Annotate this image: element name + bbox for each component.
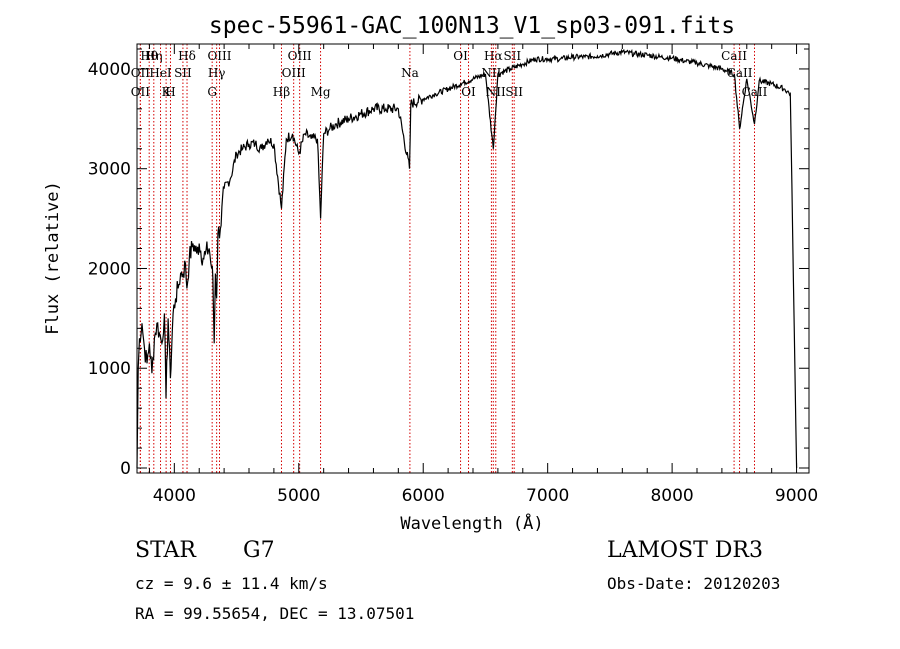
y-tick-label: 0 (120, 459, 131, 479)
x-tick-label: 5000 (277, 486, 320, 506)
x-tick-label: 7000 (526, 486, 569, 506)
flux-series-line (136, 48, 798, 469)
line-marker-label: Hη (145, 49, 163, 63)
line-marker-label: NII (486, 85, 506, 99)
y-tick-label: 3000 (88, 160, 131, 180)
x-tick-label: 9000 (775, 486, 818, 506)
line-marker-label: Hα (484, 49, 503, 63)
line-marker-label: NII (481, 66, 501, 80)
x-tick-label: 8000 (650, 486, 693, 506)
chart-title: spec-55961-GAC_100N13_V1_sp03-091.fits (209, 13, 735, 39)
line-marker-label: HeI (149, 66, 172, 80)
survey-label: LAMOST DR3 (607, 538, 763, 563)
plot-frame (136, 43, 810, 474)
y-axis-label: Flux (relative) (43, 181, 63, 335)
line-marker-label: SII (174, 66, 192, 80)
object-class: STAR (135, 538, 196, 563)
line-marker-label: H (165, 85, 175, 99)
line-marker-label: Hδ (178, 49, 196, 63)
line-marker-label: OI (453, 49, 468, 63)
line-marker-label: OIII (288, 49, 312, 63)
y-tick-label: 4000 (88, 60, 131, 80)
y-tick-label: 1000 (88, 359, 131, 379)
sky-coordinates: RA = 99.55654, DEC = 13.07501 (135, 604, 415, 623)
line-marker-label: Mg (311, 85, 331, 99)
line-marker-label: SII (503, 49, 521, 63)
line-marker-label: OII (131, 85, 151, 99)
line-marker-label: K (162, 85, 172, 99)
x-tick-label: 4000 (153, 486, 196, 506)
line-marker-label: OIII (207, 49, 231, 63)
x-axis-label: Wavelength (Å) (400, 512, 543, 534)
line-marker-label: G (207, 85, 217, 99)
line-marker-label: Hβ (273, 85, 290, 99)
line-marker-label: CaII (721, 49, 747, 63)
line-marker-label: Na (401, 66, 419, 80)
line-marker-label: Hγ (208, 66, 226, 80)
object-subclass: G7 (243, 538, 275, 563)
line-marker-label: OI (461, 85, 476, 99)
x-tick-label: 6000 (402, 486, 445, 506)
line-marker-label: SII (505, 85, 523, 99)
redshift-value: cz = 9.6 ± 11.4 km/s (135, 574, 328, 593)
y-axis-ticks: 0 1000 2000 3000 4000 (88, 48, 809, 479)
y-tick-label: 2000 (88, 259, 131, 279)
line-marker-label: OIII (282, 66, 306, 80)
obs-date: Obs-Date: 20120203 (607, 574, 781, 593)
x-axis-ticks: 4000 5000 6000 7000 8000 9000 (148, 44, 818, 506)
